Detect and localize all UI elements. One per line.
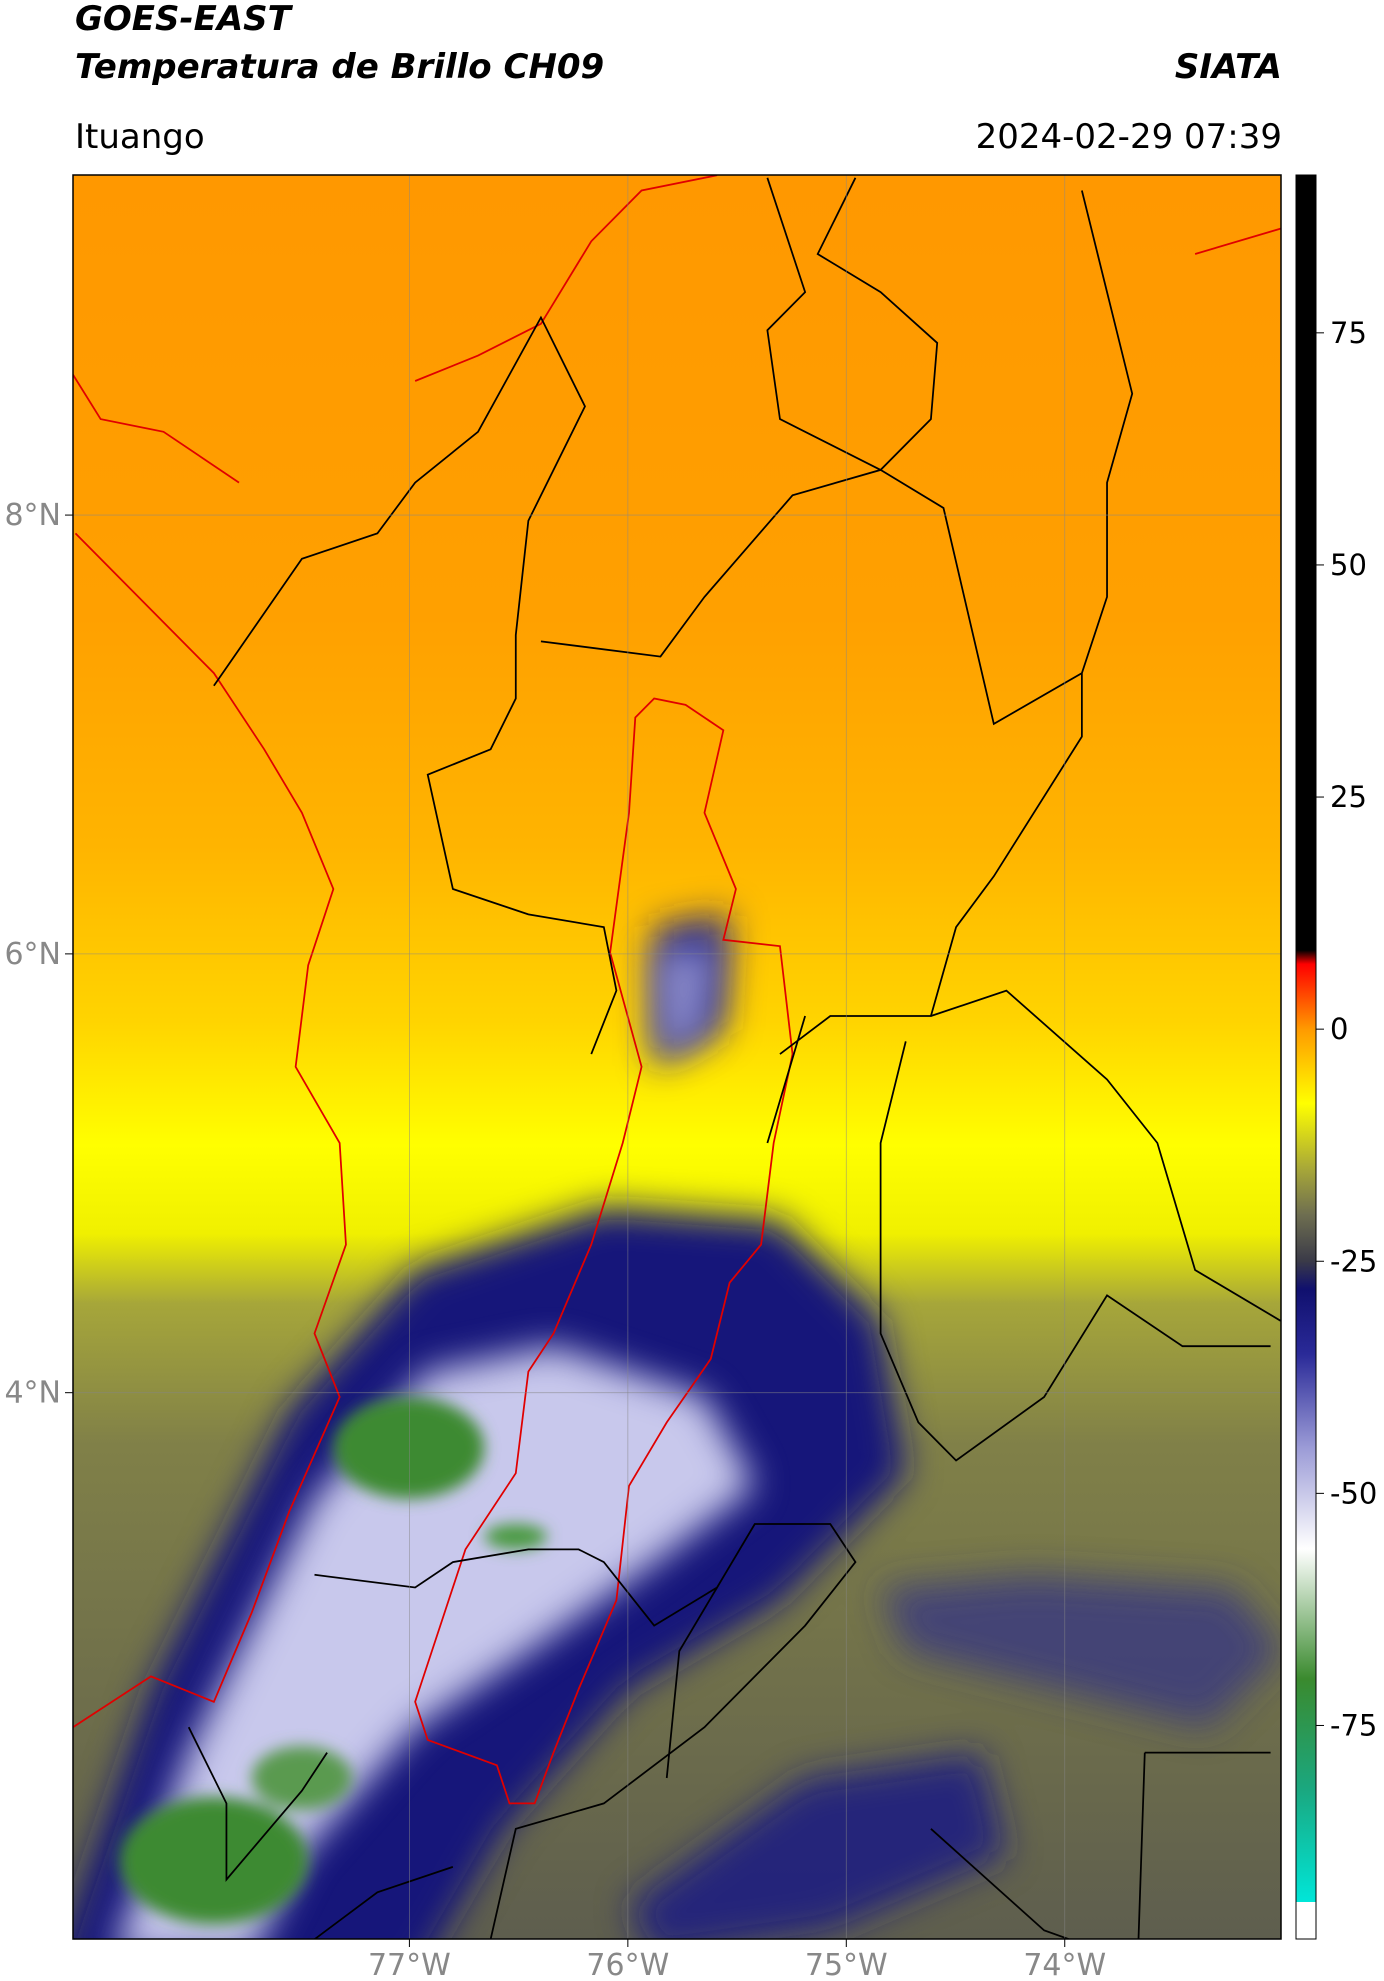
x-tick-label: 76°W [586,1948,669,1981]
x-tick-label: 77°W [368,1948,451,1981]
y-tick-label: 4°N [4,1376,61,1411]
y-tick-label: 6°N [4,937,61,972]
y-tick-label: 8°N [4,498,61,533]
x-tick-label: 74°W [1023,1948,1106,1981]
colorbar-tick-label: -75 [1330,1708,1377,1742]
colorbar-tick-label: 75 [1330,316,1367,350]
map-image [73,175,1281,1939]
subtitle: Temperatura de Brillo CH09 [75,47,604,87]
datetime: 2024-02-29 07:39 [976,117,1282,157]
map-frame [72,174,1282,1940]
colorbar-tick-label: -50 [1330,1476,1377,1510]
title: GOES-EAST [75,0,294,39]
axes: 77°W 76°W 75°W 74°W 8°N 6°N 4°N 75 50 25 0 -25 -50 -7… [4,175,1377,1981]
x-tick-label: 75°W [805,1948,888,1981]
colorbar-tick-label: 0 [1330,1012,1348,1046]
colorbar-tick-label: 25 [1330,780,1367,814]
source: SIATA [1175,47,1282,87]
colorbar-tick-label: -25 [1330,1244,1377,1278]
boundaries [73,175,1281,1939]
location: Ituango [75,117,205,157]
colorbar-tick-label: 50 [1330,548,1367,582]
colorbar [1295,174,1317,1940]
